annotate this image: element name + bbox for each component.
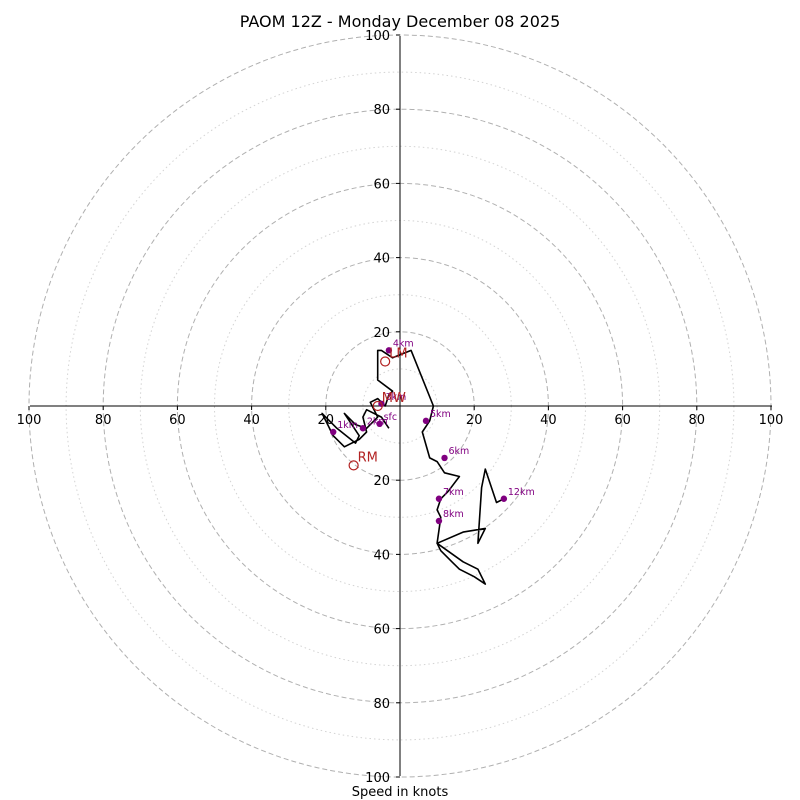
height-marker-2km	[359, 425, 367, 432]
x-tick-label-pos-100: 100	[759, 413, 784, 428]
height-marker-12km	[500, 495, 508, 502]
height-marker-label-12km: 12km	[508, 487, 535, 498]
x-tick-label-neg-100: 100	[17, 413, 42, 428]
y-tick-label-neg-20: 20	[373, 474, 390, 489]
wind-trace-line	[321, 349, 505, 585]
x-tick-label-pos-40: 40	[540, 413, 557, 428]
x-tick-label-neg-40: 40	[243, 413, 260, 428]
y-tick-label-pos-40: 40	[373, 252, 390, 267]
x-tick-label-neg-80: 80	[95, 413, 112, 428]
storm-motion-markers: LM MW RM	[348, 346, 408, 471]
height-marker-6km	[441, 454, 448, 462]
height-marker-7km	[435, 495, 443, 502]
axis-ticks	[28, 34, 772, 778]
y-tick-label-neg-60: 60	[373, 623, 390, 638]
height-marker-label-6km: 6km	[449, 446, 470, 457]
height-marker-8km	[435, 517, 443, 525]
storm-motion-label-mw: MW	[382, 391, 406, 406]
y-tick-label-pos-80: 80	[373, 103, 390, 118]
height-marker-label-1km: 1km	[337, 420, 358, 431]
chart-title: PAOM 12Z - Monday December 08 2025	[240, 12, 561, 31]
x-tick-label-pos-80: 80	[689, 413, 706, 428]
y-tick-label-neg-100: 100	[365, 771, 390, 786]
y-tick-label-pos-100: 100	[365, 29, 390, 44]
x-axis-label: Speed in knots	[352, 785, 449, 800]
y-tick-label-neg-40: 40	[373, 548, 390, 563]
x-tick-label-neg-60: 60	[169, 413, 186, 428]
storm-motion-marker-lm	[380, 356, 391, 367]
height-marker-label-4km: 4km	[393, 338, 414, 349]
height-marker-label-3km: 3km	[385, 392, 406, 403]
height-marker-4km	[385, 347, 393, 354]
height-marker-label-5km: 5km	[430, 409, 451, 420]
height-marker-sfc	[376, 420, 383, 428]
storm-motion-label-lm: LM	[389, 346, 407, 361]
height-marker-label-8km: 8km	[443, 509, 464, 520]
storm-motion-label-rm: RM	[358, 450, 378, 465]
height-marker-1km	[330, 428, 337, 436]
y-tick-label-neg-80: 80	[373, 697, 390, 712]
x-tick-label-pos-20: 20	[466, 413, 483, 428]
height-marker-label-sfc: sfc	[384, 412, 398, 423]
x-tick-label-pos-60: 60	[614, 413, 631, 428]
height-marker-5km	[422, 417, 430, 425]
wind-trace	[321, 349, 505, 585]
storm-motion-marker-rm	[348, 460, 359, 471]
height-marker-label-7km: 7km	[443, 487, 464, 498]
y-tick-label-pos-20: 20	[373, 326, 390, 341]
y-tick-label-pos-60: 60	[373, 177, 390, 192]
storm-motion-marker-mw	[372, 400, 383, 412]
height-marker-label-2km: 2km	[367, 416, 388, 427]
